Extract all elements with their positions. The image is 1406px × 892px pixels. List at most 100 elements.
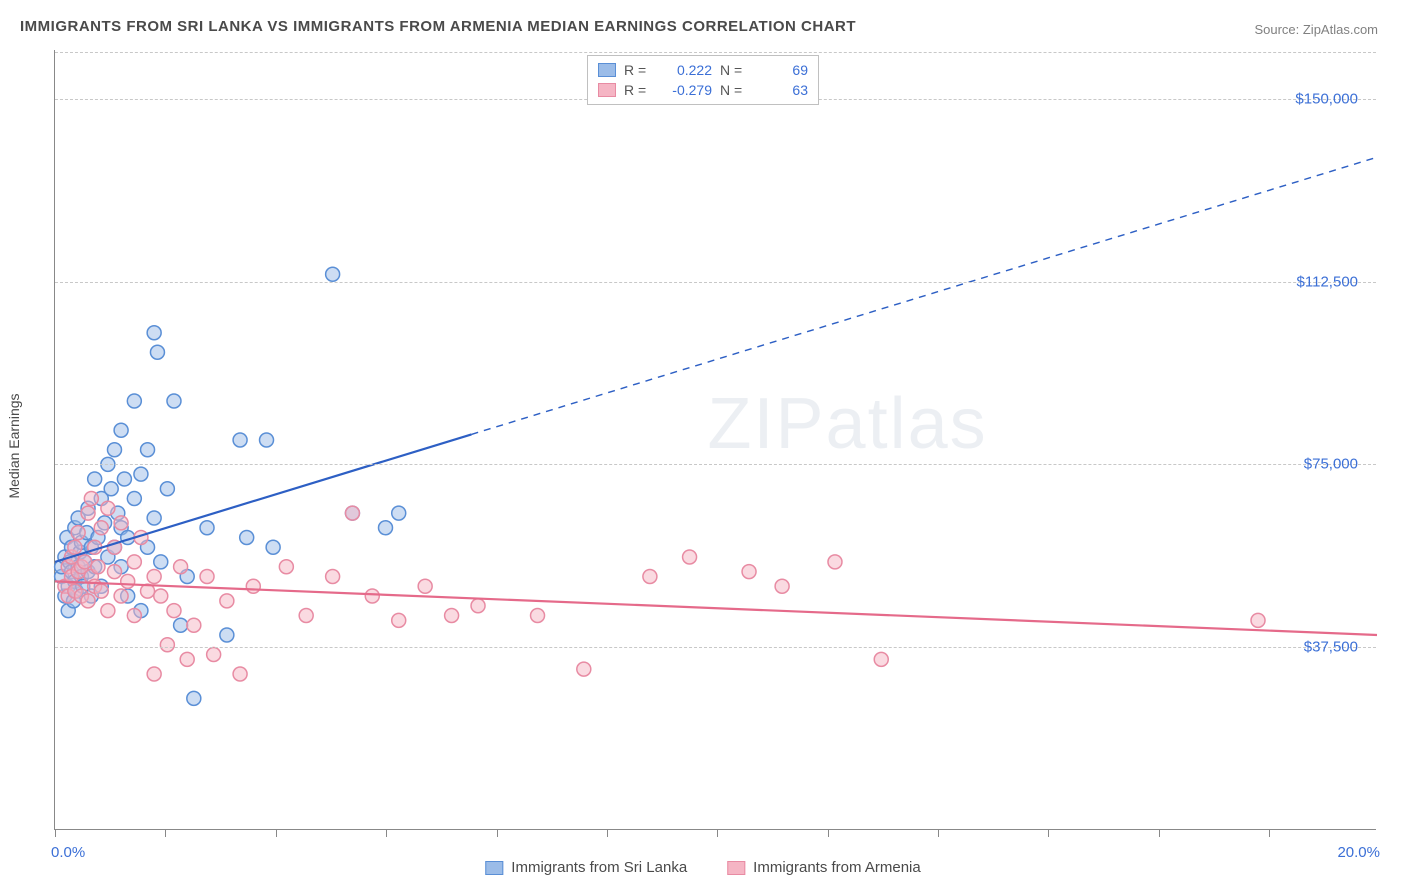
swatch-armenia [598,83,616,97]
data-point [531,609,545,623]
trend-line-solid [55,581,1377,635]
data-point [167,604,181,618]
r-value: -0.279 [658,82,712,98]
gridline [55,647,1376,648]
data-point [154,555,168,569]
data-point [71,526,85,540]
x-tick [828,829,829,837]
data-point [101,501,115,515]
data-point [127,609,141,623]
data-point [200,521,214,535]
x-min-label: 0.0% [51,844,85,861]
legend-row-sri-lanka: R = 0.222 N = 69 [598,60,808,80]
data-point [101,604,115,618]
gridline [55,52,1376,53]
data-point [299,609,313,623]
data-point [107,443,121,457]
data-point [220,594,234,608]
source-attribution: Source: ZipAtlas.com [1254,22,1378,37]
x-tick [165,829,166,837]
data-point [266,540,280,554]
data-point [279,560,293,574]
data-point [147,326,161,340]
data-point [160,638,174,652]
data-point [326,570,340,584]
data-point [174,618,188,632]
series-name: Immigrants from Armenia [753,859,921,876]
x-tick [717,829,718,837]
data-point [445,609,459,623]
n-label: N = [720,62,746,78]
data-point [114,423,128,437]
plot-area: ZIPatlas $37,500$75,000$112,500$150,0000… [54,50,1376,830]
swatch-sri-lanka [598,63,616,77]
data-point [187,618,201,632]
data-point [107,565,121,579]
data-point [78,555,92,569]
data-point [260,433,274,447]
x-tick [386,829,387,837]
data-point [121,574,135,588]
data-point [88,472,102,486]
y-tick-label: $150,000 [1295,90,1358,107]
y-tick-label: $37,500 [1304,639,1358,656]
gridline [55,464,1376,465]
data-point [577,662,591,676]
n-value: 63 [754,82,808,98]
legend-row-armenia: R = -0.279 N = 63 [598,80,808,100]
data-point [326,267,340,281]
data-point [114,589,128,603]
data-point [150,345,164,359]
data-point [392,506,406,520]
series-legend: Immigrants from Sri Lanka Immigrants fro… [485,859,920,876]
n-label: N = [720,82,746,98]
r-label: R = [624,82,650,98]
x-tick [938,829,939,837]
chart-title: IMMIGRANTS FROM SRI LANKA VS IMMIGRANTS … [20,18,856,35]
swatch-sri-lanka [485,861,503,875]
x-tick [1269,829,1270,837]
data-point [81,594,95,608]
data-point [392,613,406,627]
data-point [134,467,148,481]
data-point [471,599,485,613]
data-point [141,443,155,457]
data-point [154,589,168,603]
data-point [240,531,254,545]
data-point [775,579,789,593]
data-point [683,550,697,564]
data-point [81,506,95,520]
gridline [55,282,1376,283]
data-point [147,570,161,584]
x-tick [497,829,498,837]
y-tick-label: $112,500 [1297,273,1358,290]
data-point [233,667,247,681]
series-name: Immigrants from Sri Lanka [511,859,687,876]
data-point [233,433,247,447]
r-value: 0.222 [658,62,712,78]
data-point [643,570,657,584]
legend-item-sri-lanka: Immigrants from Sri Lanka [485,859,687,876]
data-point [114,516,128,530]
data-point [117,472,131,486]
data-point [1251,613,1265,627]
data-point [127,492,141,506]
legend-item-armenia: Immigrants from Armenia [727,859,921,876]
data-point [127,394,141,408]
y-tick-label: $75,000 [1304,456,1358,473]
data-point [200,570,214,584]
swatch-armenia [727,861,745,875]
data-point [220,628,234,642]
chart-svg [55,50,1376,829]
n-value: 69 [754,62,808,78]
x-tick [1159,829,1160,837]
x-tick [55,829,56,837]
x-tick [607,829,608,837]
data-point [91,560,105,574]
y-axis-title: Median Earnings [6,393,22,498]
data-point [180,652,194,666]
data-point [84,492,98,506]
data-point [104,482,118,496]
data-point [147,511,161,525]
data-point [246,579,260,593]
